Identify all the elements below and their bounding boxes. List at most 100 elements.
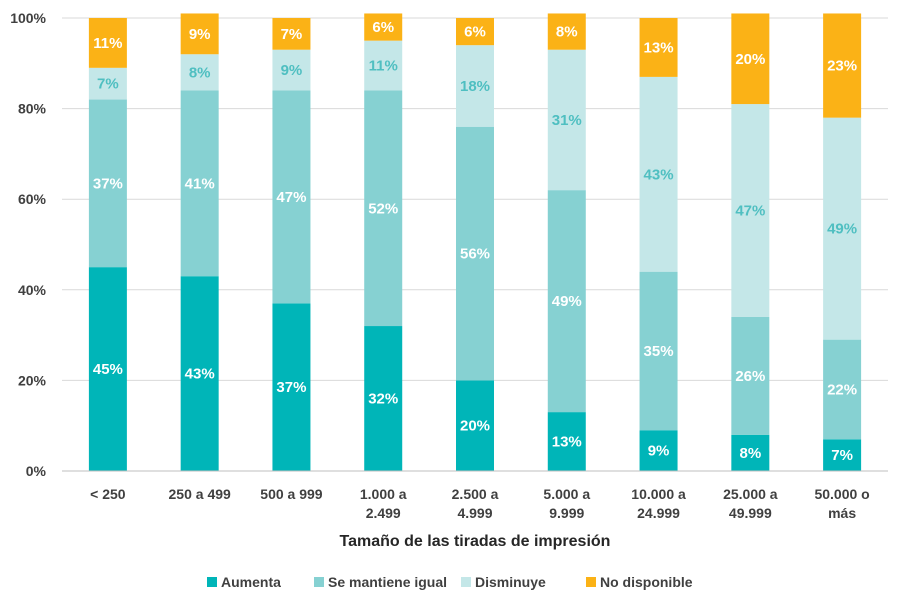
bar-segment: [823, 13, 862, 118]
bar-segment: [823, 339, 862, 440]
x-tick-label: 2.500 a: [452, 486, 499, 502]
legend-label: No disponible: [600, 574, 693, 590]
data-label: 45%: [93, 361, 123, 378]
data-label: 31%: [552, 112, 582, 129]
x-tick-label: 24.999: [637, 505, 680, 521]
bar-segment: [731, 13, 770, 105]
x-tick-label: 250 a 499: [169, 486, 231, 502]
bar-segment: [364, 90, 403, 327]
bars: 45% 37% 7% 11% 43% 41% 8% 9% 37% 47% 9% 7% 32% 52% 11%…: [88, 13, 862, 471]
bar-segment: [456, 18, 494, 46]
bar-segment: [456, 126, 494, 381]
bar-segment: [272, 303, 311, 471]
data-label: 20%: [735, 51, 765, 68]
data-label: 49%: [827, 221, 857, 238]
x-tick-label: 49.999: [729, 505, 772, 521]
data-label: 56%: [460, 246, 490, 263]
bar-segment: [547, 13, 586, 50]
bar-segment: [272, 18, 311, 50]
bar-segment: [823, 439, 862, 471]
data-label: 22%: [827, 381, 857, 398]
bar-segment: [180, 54, 219, 91]
bar-segment: [823, 117, 862, 340]
y-tick-label: 60%: [18, 191, 47, 207]
data-label: 47%: [276, 189, 306, 206]
x-tick-label: 10.000 a: [631, 486, 686, 502]
bar-segment: [547, 49, 586, 191]
legend: Aumenta Se mantiene igual Disminuye No disp…: [207, 574, 693, 590]
bar-segment: [88, 99, 127, 268]
bar-segment: [88, 18, 127, 68]
legend-swatch: [314, 577, 324, 587]
y-tick-label: 80%: [18, 101, 47, 117]
data-label: 20%: [460, 418, 490, 435]
bar-segment: [364, 40, 403, 91]
x-tick-label: 25.000 a: [723, 486, 778, 502]
bar-segment: [731, 316, 770, 435]
x-tick-label: 4.999: [457, 505, 492, 521]
bar-segment: [639, 76, 678, 272]
bar-segment: [180, 13, 219, 55]
bar-segment: [731, 104, 770, 317]
data-label: 32%: [368, 391, 398, 408]
data-label: 41%: [185, 175, 215, 192]
data-label: 8%: [556, 24, 578, 41]
axes: 0% 20% 40% 60% 80% 100% < 250 250 a 499 500 a 99…: [10, 10, 888, 521]
bar-segment: [456, 380, 494, 471]
x-tick-label: 1.000 a: [360, 486, 407, 502]
legend-swatch: [586, 577, 596, 587]
data-label: 13%: [644, 39, 674, 56]
data-label: 43%: [644, 166, 674, 183]
legend-label: Aumenta: [221, 574, 281, 590]
x-axis-title: Tamaño de las tiradas de impresión: [340, 533, 611, 550]
bar-segment: [639, 430, 678, 471]
x-tick-label: 50.000 o: [814, 486, 869, 502]
bar-segment: [547, 412, 586, 471]
y-tick-label: 100%: [10, 10, 46, 26]
data-label: 37%: [93, 175, 123, 192]
data-label: 8%: [739, 445, 761, 462]
bar-segment: [639, 271, 678, 431]
y-tick-label: 0%: [26, 463, 47, 479]
bar-segment: [272, 90, 311, 304]
data-label: 11%: [93, 35, 122, 52]
data-label: 47%: [735, 203, 765, 220]
y-tick-label: 20%: [18, 372, 47, 388]
data-label: 8%: [189, 64, 211, 81]
x-tick-label: 2.499: [366, 505, 401, 521]
data-label: 43%: [185, 366, 215, 383]
bar-segment: [364, 13, 403, 41]
legend-label: Disminuye: [475, 574, 546, 590]
data-label: 9%: [648, 443, 670, 460]
data-label: 9%: [189, 26, 211, 43]
legend-swatch: [207, 577, 217, 587]
data-label: 6%: [464, 24, 486, 41]
bar-segment: [639, 18, 678, 77]
data-label: 6%: [372, 19, 394, 36]
x-tick-label: 500 a 999: [260, 486, 322, 502]
data-label: 35%: [644, 343, 674, 360]
data-label: 37%: [276, 379, 306, 396]
data-label: 52%: [368, 200, 398, 217]
data-label: 23%: [827, 58, 857, 75]
data-label: 26%: [735, 368, 765, 385]
data-label: 9%: [281, 62, 303, 79]
bar-segment: [731, 434, 770, 471]
data-label: 18%: [460, 78, 490, 95]
data-label: 49%: [552, 293, 582, 310]
bar-segment: [88, 67, 127, 100]
bar-segment: [88, 267, 127, 471]
legend-swatch: [461, 577, 471, 587]
x-tick-label: < 250: [90, 486, 126, 502]
data-label: 13%: [552, 434, 582, 451]
x-tick-label: 9.999: [549, 505, 584, 521]
bar-segment: [180, 276, 219, 471]
x-tick-label: más: [828, 505, 856, 521]
data-label: 7%: [97, 76, 119, 93]
x-tick-label: 5.000 a: [543, 486, 590, 502]
data-label: 7%: [831, 447, 853, 464]
y-tick-label: 40%: [18, 282, 47, 298]
bar-segment: [180, 90, 219, 277]
